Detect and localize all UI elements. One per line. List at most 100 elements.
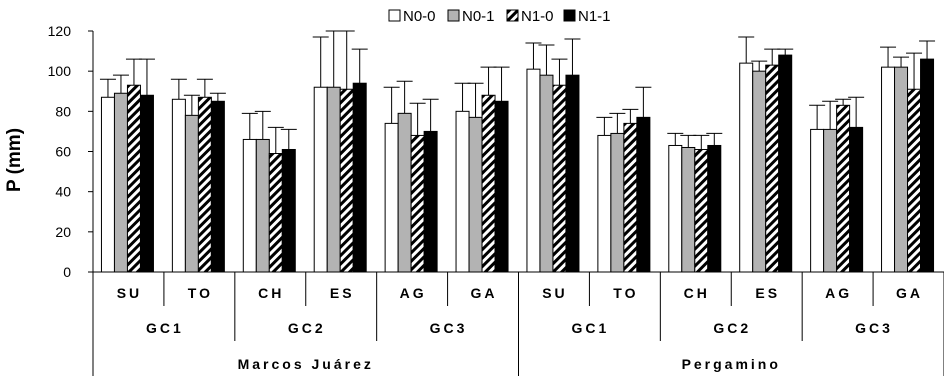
bar-n0-1-es [326, 86, 341, 273]
bar-n1-0-es [765, 64, 780, 273]
bar-n1-1-ch [281, 148, 296, 273]
error-bar-n1-0-su [551, 58, 568, 86]
error-bar-n0-1-ag [396, 80, 413, 114]
bar-n0-0-su [100, 96, 115, 273]
error-bar-n1-0-ga [906, 52, 923, 90]
legend-item-n0-0: N0-0 [388, 8, 436, 25]
bar-n1-0-ag [836, 104, 851, 273]
error-bar-n1-0-to [196, 78, 213, 98]
error-bar-n1-1-su [138, 58, 155, 96]
error-bar-n1-0-es [764, 48, 781, 66]
group-label-gc2: GC2 [288, 320, 326, 336]
x-tick-label-ch: CH [684, 285, 710, 301]
bar-n0-0-to [171, 98, 186, 273]
x-tick-label-es: ES [755, 285, 780, 301]
bar-n1-1-ga [920, 58, 935, 273]
x-tick-label-ag: AG [400, 285, 427, 301]
bar-n0-1-su [539, 74, 554, 273]
error-bar-n0-1-ch [254, 110, 271, 140]
legend-swatch-n1-1 [563, 9, 576, 22]
legend-label-n0-0: N0-0 [403, 8, 436, 25]
error-bar-n1-0-ga [480, 66, 497, 96]
error-bar-n1-1-ch [280, 128, 297, 150]
error-bar-n1-1-ga [919, 40, 936, 60]
bar-n0-0-to [597, 134, 612, 273]
bar-n0-0-ag [384, 122, 399, 273]
bar-n1-0-su [552, 84, 567, 273]
x-tick-label-su: SU [542, 285, 567, 301]
legend-swatch-n0-0 [388, 9, 401, 22]
bar-n1-0-ga [907, 88, 922, 273]
error-bar-n0-0-to [596, 116, 613, 136]
bar-n0-1-ch [255, 138, 270, 273]
bar-n0-1-es [752, 70, 767, 273]
legend-item-n0-1: N0-1 [447, 8, 495, 25]
bar-n1-1-es [352, 82, 367, 273]
legend-swatch-n0-1 [447, 9, 460, 22]
y-tick-label: 80 [55, 103, 71, 119]
legend-item-n1-0: N1-0 [506, 8, 554, 25]
error-bar-n0-1-su [538, 44, 555, 76]
bar-n0-1-ga [894, 66, 909, 273]
error-bar-n1-1-su [564, 38, 581, 76]
error-bar-n1-0-ag [409, 102, 426, 136]
bar-n1-1-es [778, 54, 793, 273]
bar-n0-1-su [113, 92, 128, 273]
error-bar-n0-1-es [325, 30, 342, 88]
error-bar-n1-0-su [125, 58, 142, 86]
group-label-gc3: GC3 [855, 320, 893, 336]
error-bar-n0-0-su [525, 42, 542, 70]
group-label-gc2: GC2 [713, 320, 751, 336]
x-tick-label-ch: CH [258, 285, 284, 301]
bar-n0-1-ag [823, 128, 838, 273]
bar-n1-1-ag [849, 126, 864, 273]
bar-n1-0-es [339, 88, 354, 273]
error-bar-n1-1-es [777, 48, 794, 56]
bar-n1-0-to [623, 122, 638, 273]
error-bar-n0-1-ch [680, 134, 697, 148]
bar-n1-1-su [565, 74, 580, 273]
y-tick-label: 40 [55, 184, 71, 200]
error-bar-n0-0-es [738, 36, 755, 64]
x-tick-label-ga: GA [896, 285, 923, 301]
legend-swatch-n1-0 [506, 9, 519, 22]
x-tick-label-ga: GA [471, 285, 498, 301]
bar-n1-1-su [139, 94, 154, 273]
error-bar-n1-1-to [209, 92, 226, 102]
y-tick-label: 20 [55, 224, 71, 240]
legend-item-n1-1: N1-1 [563, 8, 611, 25]
error-bar-n0-1-su [112, 74, 129, 94]
bar-n0-0-ag [810, 128, 825, 273]
error-bar-n1-1-ag [848, 96, 865, 128]
x-tick-label-to: TO [613, 285, 638, 301]
bar-n0-1-ch [681, 146, 696, 273]
bar-n0-0-ga [455, 110, 470, 273]
error-bar-n0-0-su [99, 78, 116, 98]
error-bar-n0-1-es [751, 60, 768, 72]
x-tick-label-su: SU [117, 285, 142, 301]
bar-n1-1-ch [707, 144, 722, 273]
bar-n1-0-ag [410, 134, 425, 273]
error-bar-n0-0-es [312, 36, 329, 88]
group-label-gc3: GC3 [430, 320, 468, 336]
error-bar-n1-0-es [338, 30, 355, 90]
x-axis: SU TO CH ES AG GA SU TO CH ES AG GA GC1 GC2 GC3 GC1 GC2 G… [92, 271, 944, 376]
bar-n1-1-ga [494, 100, 509, 273]
x-tick-label-es: ES [330, 285, 355, 301]
legend-label-n0-1: N0-1 [462, 8, 495, 25]
bars [99, 30, 936, 273]
y-tick-label: 60 [55, 144, 71, 160]
y-axis: 0 20 40 60 80 100 120 [48, 23, 94, 280]
group-label-gc1: GC1 [146, 320, 184, 336]
legend: N0-0 N0-1 N1-0 N1-1 [388, 8, 611, 25]
y-axis-title: P (mm) [4, 128, 25, 192]
error-bar-n0-0-ga [880, 46, 897, 68]
error-bar-n0-0-to [170, 78, 187, 100]
error-bar-n0-0-ag [383, 86, 400, 124]
y-tick-label: 100 [48, 63, 72, 79]
error-bar-n1-1-ga [493, 66, 510, 102]
bar-n0-0-ga [881, 66, 896, 273]
error-bar-n0-0-ch [667, 132, 684, 146]
bar-n1-0-ch [268, 153, 283, 273]
